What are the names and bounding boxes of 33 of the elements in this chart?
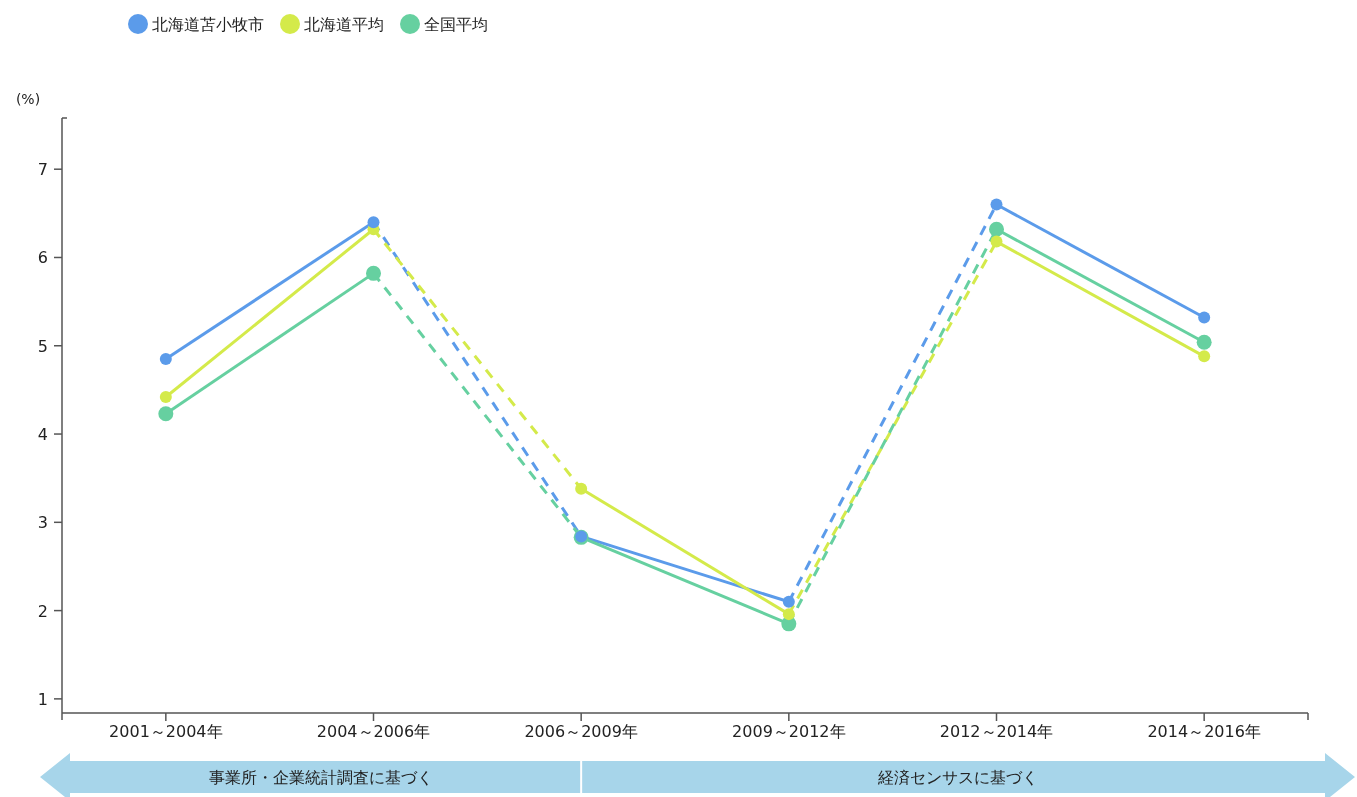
y-tick-label: 4 (37, 425, 48, 445)
point (782, 608, 795, 621)
y-axis-title: (%) (15, 91, 41, 107)
point (1196, 334, 1212, 350)
point (782, 595, 795, 608)
text: 事業所・企業統計調査に基づく (208, 768, 433, 787)
y-tick-label: 6 (37, 248, 48, 268)
y-tick-label: 7 (37, 160, 48, 180)
point (366, 265, 381, 281)
y-tick-label: 1 (37, 689, 48, 709)
x-tick-label: 2006～2009年 (524, 722, 638, 741)
point (1198, 311, 1211, 324)
y-tick-label: 5 (37, 336, 48, 356)
x-tick-label: 2012～2014年 (939, 722, 1054, 741)
x-tick-label: 2009～2012年 (732, 722, 846, 741)
text: 経済センサスに基づく (877, 768, 1039, 787)
legend-label: 北海道苫小牧市 (152, 15, 264, 34)
x-tick-label: 2014～2016年 (1147, 722, 1261, 741)
point (990, 235, 1003, 248)
point (990, 198, 1003, 211)
x-tick-label: 2001～2004年 (109, 722, 223, 741)
legend-label: 全国平均 (424, 15, 488, 34)
point (159, 390, 172, 403)
point (989, 221, 1004, 237)
point (159, 353, 172, 365)
y-tick-label: 2 (37, 601, 48, 621)
point (158, 406, 174, 422)
x-tick-label: 2004～2006年 (316, 722, 431, 741)
legend-label: 北海道平均 (304, 15, 384, 34)
y-tick-label: 3 (37, 513, 48, 533)
point (575, 482, 588, 495)
point (367, 216, 380, 229)
point (1198, 350, 1211, 363)
